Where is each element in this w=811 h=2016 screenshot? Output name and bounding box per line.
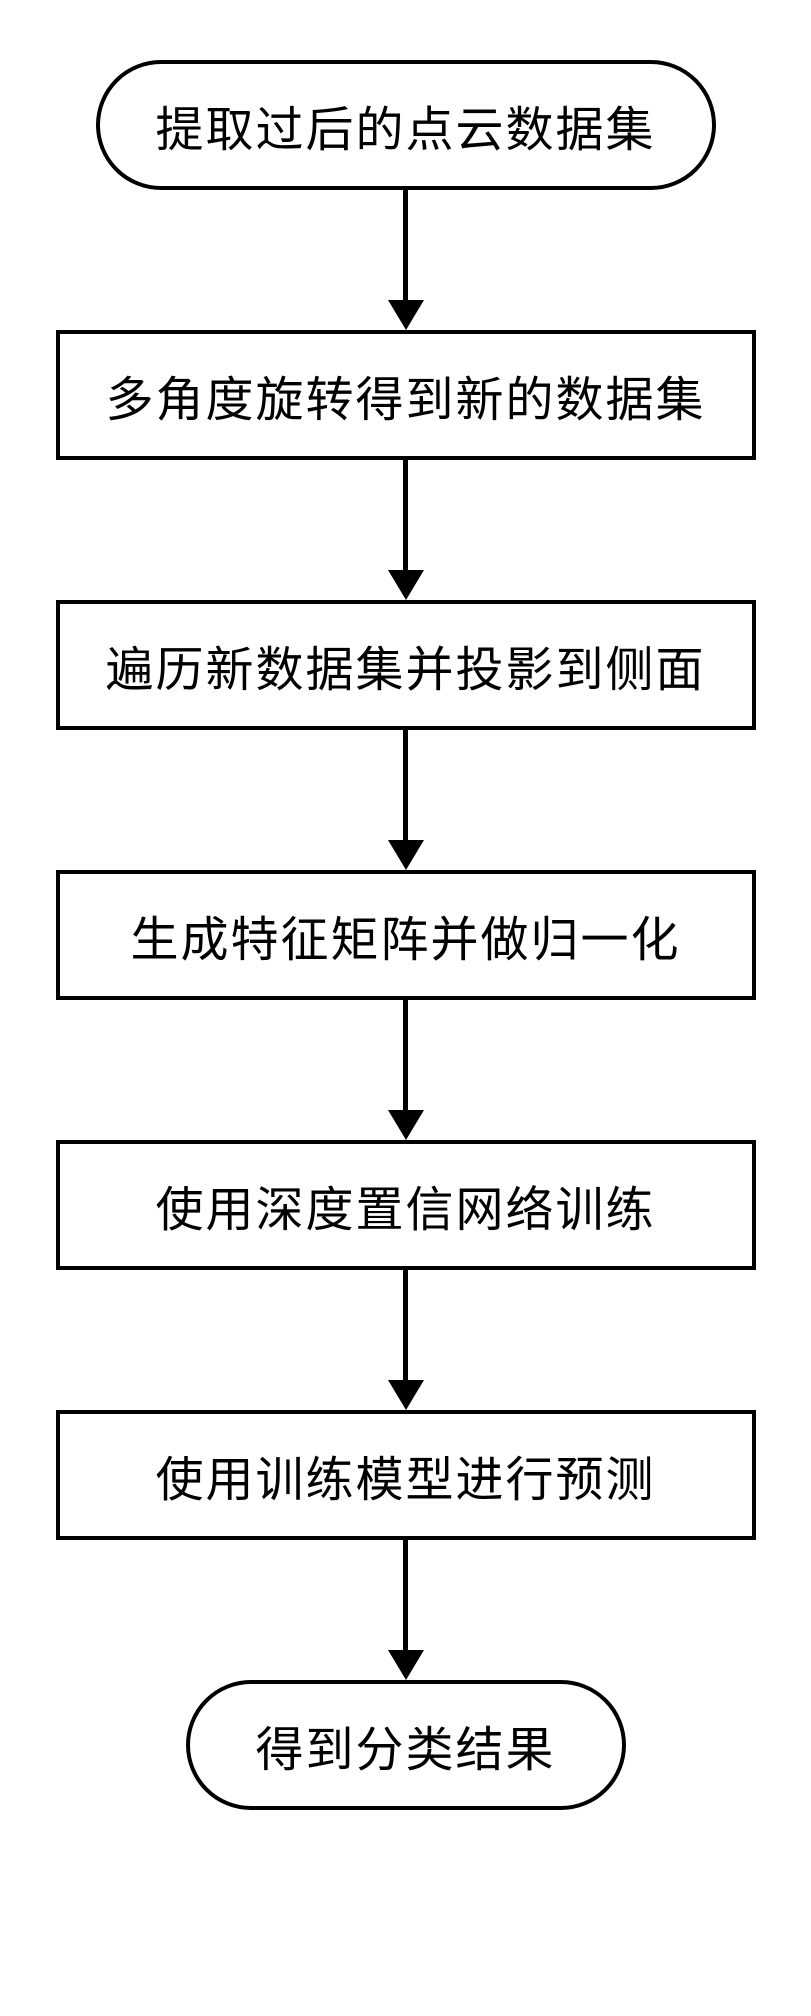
arrow-head-icon	[388, 570, 424, 600]
arrow-shaft	[403, 1000, 408, 1110]
arrow-shaft	[403, 460, 408, 570]
flowchart-node-n2: 遍历新数据集并投影到侧面	[56, 600, 756, 730]
flowchart-arrow	[388, 460, 424, 600]
arrow-head-icon	[388, 840, 424, 870]
arrow-shaft	[403, 190, 408, 300]
arrow-head-icon	[388, 1380, 424, 1410]
flowchart-arrow	[388, 1540, 424, 1680]
flowchart-node-n1: 多角度旋转得到新的数据集	[56, 330, 756, 460]
flowchart-node-n5: 使用训练模型进行预测	[56, 1410, 756, 1540]
arrow-shaft	[403, 730, 408, 840]
arrow-head-icon	[388, 300, 424, 330]
flowchart-node-n0: 提取过后的点云数据集	[96, 60, 716, 190]
flowchart-arrow	[388, 190, 424, 330]
arrow-shaft	[403, 1540, 408, 1650]
flowchart-node-label: 多角度旋转得到新的数据集	[105, 360, 705, 430]
flowchart-node-n4: 使用深度置信网络训练	[56, 1140, 756, 1270]
flowchart-arrow	[388, 1270, 424, 1410]
flowchart-node-n3: 生成特征矩阵并做归一化	[56, 870, 756, 1000]
flowchart-node-label: 得到分类结果	[255, 1710, 555, 1780]
arrow-shaft	[403, 1270, 408, 1380]
arrow-head-icon	[388, 1650, 424, 1680]
flowchart-node-n6: 得到分类结果	[186, 1680, 626, 1810]
flowchart-arrow	[388, 730, 424, 870]
flowchart-container: 提取过后的点云数据集多角度旋转得到新的数据集遍历新数据集并投影到侧面生成特征矩阵…	[0, 0, 811, 1810]
arrow-head-icon	[388, 1110, 424, 1140]
flowchart-node-label: 提取过后的点云数据集	[155, 90, 655, 160]
flowchart-node-label: 使用训练模型进行预测	[155, 1440, 655, 1510]
flowchart-arrow	[388, 1000, 424, 1140]
flowchart-node-label: 生成特征矩阵并做归一化	[130, 900, 680, 970]
flowchart-node-label: 遍历新数据集并投影到侧面	[105, 630, 705, 700]
flowchart-node-label: 使用深度置信网络训练	[155, 1170, 655, 1240]
